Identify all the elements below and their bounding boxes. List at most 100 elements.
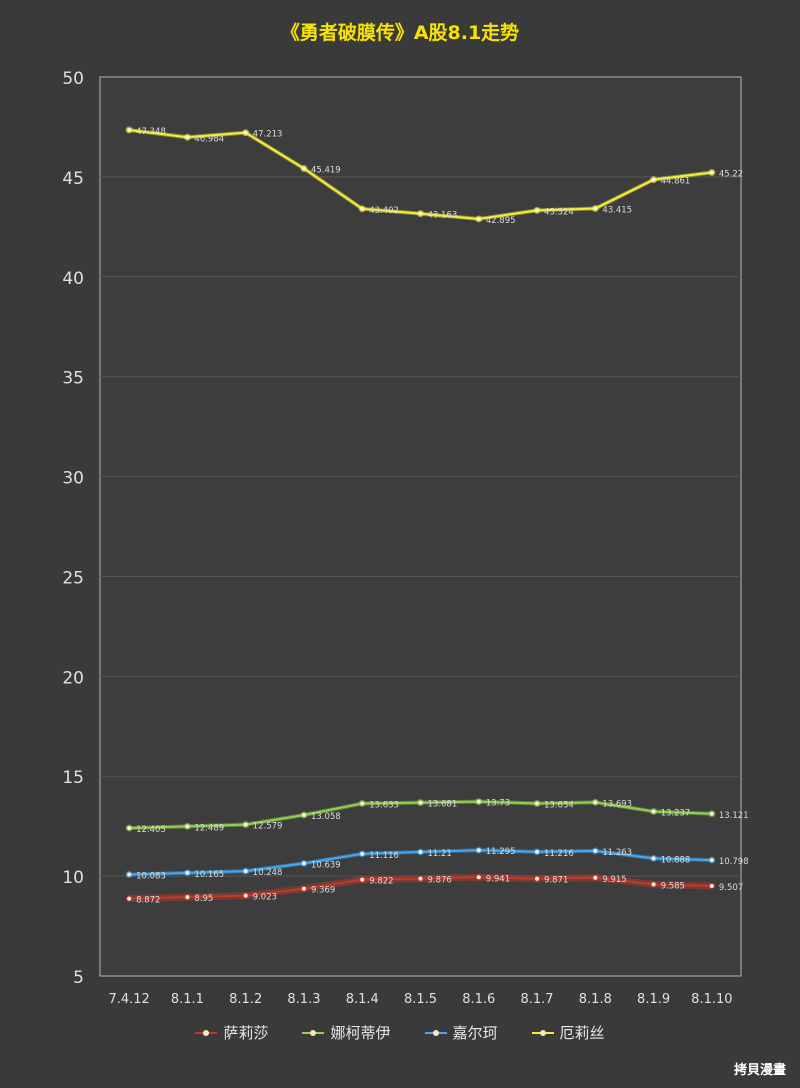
- data-label: 10.798: [719, 857, 749, 867]
- y-tick-label: 40: [62, 269, 84, 289]
- data-label: 9.507: [719, 883, 743, 893]
- data-point: [476, 216, 481, 221]
- data-label: 13.121: [719, 811, 749, 821]
- data-point: [535, 801, 540, 806]
- legend-item: 萨莉莎: [195, 1022, 268, 1043]
- data-point: [418, 876, 423, 881]
- data-point: [301, 166, 306, 171]
- data-point: [535, 876, 540, 881]
- series-1: 8.872 8.95 9.023 9.369 9.822 9.876 9.941 9.871 9…: [125, 873, 743, 906]
- data-point: [185, 135, 190, 140]
- legend-swatch: [195, 1029, 218, 1036]
- data-point: [243, 869, 248, 874]
- data-point: [709, 811, 714, 816]
- data-label: 42.895: [486, 216, 516, 226]
- data-point: [418, 849, 423, 854]
- data-label: 13.73: [486, 799, 510, 809]
- x-tick-label: 8.1.8: [579, 992, 612, 1007]
- data-label: 11.263: [602, 848, 632, 858]
- x-tick-label: 8.1.9: [637, 992, 670, 1007]
- data-point: [360, 801, 365, 806]
- data-point: [185, 895, 190, 900]
- data-label: 12.579: [253, 822, 283, 832]
- x-tick-label: 8.1.1: [171, 992, 204, 1007]
- series-2: 12.405 12.489 12.579 13.058 13.633 13.681 13.7…: [125, 798, 749, 835]
- data-point: [709, 858, 714, 863]
- data-point: [360, 851, 365, 856]
- y-tick-label: 10: [62, 868, 84, 888]
- legend-label: 厄莉丝: [559, 1024, 605, 1042]
- data-point: [651, 809, 656, 814]
- y-tick-label: 50: [62, 69, 84, 89]
- data-point: [360, 206, 365, 211]
- data-label: 43.324: [544, 207, 574, 217]
- y-tick-label: 20: [62, 668, 84, 688]
- data-label: 10.248: [253, 868, 283, 878]
- data-point: [418, 211, 423, 216]
- legend-swatch: [531, 1029, 554, 1036]
- data-point: [593, 848, 598, 853]
- data-label: 11.216: [544, 849, 574, 859]
- data-label: 11.295: [486, 847, 516, 857]
- data-label: 9.876: [428, 876, 452, 886]
- legend-item: 嘉尔珂: [424, 1022, 498, 1043]
- series-4: 47.348 46.984 47.213 45.419 43.402 43.163 42.8…: [125, 126, 743, 226]
- data-point: [476, 875, 481, 880]
- legend-swatch: [302, 1029, 325, 1036]
- legend: 萨莉莎 娜柯蒂伊 嘉尔珂 厄莉丝: [0, 1022, 800, 1043]
- data-label: 46.984: [194, 134, 224, 144]
- data-point: [243, 893, 248, 898]
- data-label: 11.21: [428, 849, 452, 859]
- data-point: [709, 170, 714, 175]
- data-point: [593, 800, 598, 805]
- data-label: 47.348: [136, 127, 166, 137]
- data-point: [127, 896, 132, 901]
- chart-title: 《勇者破膜传》A股8.1走势: [280, 22, 520, 44]
- data-label: 10.083: [136, 871, 166, 881]
- x-tick-label: 8.1.5: [404, 992, 437, 1007]
- data-label: 9.369: [311, 886, 335, 896]
- data-point: [535, 849, 540, 854]
- data-label: 8.872: [136, 896, 160, 906]
- data-point: [301, 861, 306, 866]
- data-point: [127, 872, 132, 877]
- data-label: 9.023: [253, 893, 277, 903]
- y-tick-label: 35: [62, 369, 84, 389]
- data-label: 47.213: [253, 130, 283, 140]
- data-point: [476, 848, 481, 853]
- data-point: [651, 177, 656, 182]
- data-label: 13.058: [311, 812, 341, 822]
- legend-swatch: [424, 1029, 447, 1036]
- data-point: [593, 875, 598, 880]
- data-label: 45.419: [311, 166, 341, 176]
- data-label: 43.402: [369, 206, 399, 216]
- data-point: [476, 799, 481, 804]
- legend-item: 娜柯蒂伊: [302, 1022, 391, 1043]
- data-point: [709, 883, 714, 888]
- legend-item: 厄莉丝: [531, 1022, 605, 1043]
- data-label: 13.693: [602, 799, 632, 809]
- data-label: 45.22: [719, 169, 743, 179]
- legend-label: 娜柯蒂伊: [330, 1024, 391, 1042]
- data-label: 13.634: [544, 801, 574, 811]
- y-tick-label: 15: [62, 768, 84, 788]
- data-label: 44.861: [661, 177, 691, 187]
- data-label: 9.941: [486, 874, 510, 884]
- data-label: 12.489: [194, 823, 224, 833]
- data-point: [127, 826, 132, 831]
- legend-label: 嘉尔珂: [452, 1024, 498, 1042]
- data-point: [185, 870, 190, 875]
- data-point: [243, 130, 248, 135]
- data-point: [593, 206, 598, 211]
- x-tick-label: 8.1.4: [346, 992, 379, 1007]
- x-tick-label: 8.1.2: [229, 992, 262, 1007]
- data-label: 9.822: [369, 877, 393, 887]
- y-tick-label: 5: [73, 968, 84, 988]
- data-label: 9.585: [661, 881, 685, 891]
- x-tick-label: 8.1.10: [691, 992, 732, 1007]
- data-label: 43.415: [602, 206, 632, 216]
- legend-label: 萨莉莎: [223, 1024, 269, 1042]
- x-tick-label: 8.1.7: [521, 992, 554, 1007]
- data-label: 10.165: [194, 870, 224, 880]
